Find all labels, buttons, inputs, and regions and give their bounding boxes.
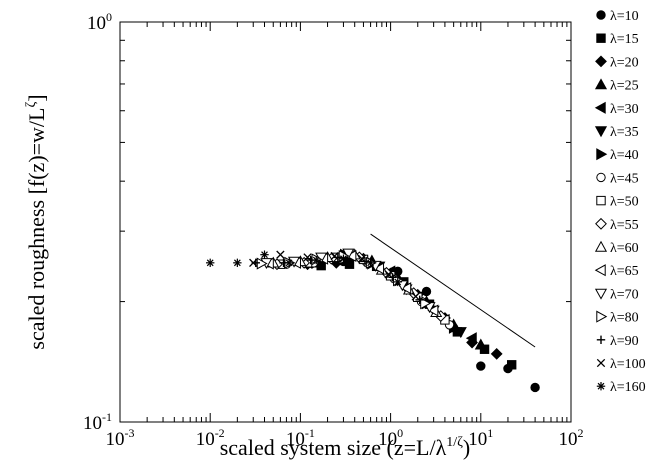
legend-item: λ=80: [596, 310, 639, 326]
legend-item: λ=60: [594, 240, 639, 256]
legend-label: λ=55: [610, 218, 639, 233]
legend-label: λ=10: [610, 9, 639, 24]
legend-item: λ=25: [594, 78, 639, 94]
axis-ticks: [119, 21, 572, 423]
legend-item: λ=20: [595, 55, 639, 70]
data-point-16: [233, 258, 242, 268]
legend-marker: [594, 126, 608, 138]
legend-label: λ=100: [610, 357, 646, 372]
legend-marker: [594, 288, 608, 300]
data-point-11: [427, 304, 439, 317]
y-tick-label: 100: [87, 10, 112, 34]
data-point-16: [339, 254, 348, 263]
x-tick-label: 10-3: [106, 426, 135, 450]
legend-label: λ=30: [610, 102, 639, 117]
data-point-16: [393, 277, 402, 287]
data-point-16: [260, 250, 269, 259]
y-axis-label: scaled roughness [f(z)=w/Lζ]: [24, 94, 49, 349]
legend-label: λ=90: [610, 334, 639, 349]
data-point-0: [530, 382, 540, 393]
legend-item: λ=50: [596, 195, 639, 210]
legend-item: λ=65: [594, 264, 639, 279]
data-point-15: [357, 254, 367, 263]
legend-marker: [594, 78, 608, 90]
data-point-15: [330, 251, 339, 261]
legend-item: λ=35: [594, 125, 639, 140]
legend-item: λ=30: [594, 101, 639, 117]
legend-label: λ=20: [610, 55, 639, 70]
legend-marker: [596, 10, 606, 20]
legend-label: λ=50: [610, 195, 639, 210]
data-point-15: [276, 250, 285, 259]
data-point-3: [474, 338, 487, 350]
legend-marker: [596, 358, 606, 368]
legend-item: λ=40: [596, 148, 639, 163]
legend-marker: [596, 310, 608, 323]
legend-item: λ=10: [596, 9, 639, 24]
legend-label: λ=80: [610, 311, 639, 326]
data-point-0: [476, 361, 486, 371]
data-points: [206, 248, 540, 393]
legend-label: λ=25: [610, 79, 639, 94]
plot-frame: [119, 21, 572, 423]
x-tick-label: 102: [559, 426, 584, 450]
legend-marker: [594, 264, 606, 277]
data-point-0: [421, 286, 432, 297]
legend-item: λ=90: [596, 334, 639, 349]
legend-item: λ=15: [596, 32, 639, 47]
legend-item: λ=160: [596, 380, 646, 395]
legend-label: λ=40: [610, 148, 639, 163]
data-point-15: [384, 270, 393, 279]
legend-item: λ=55: [595, 217, 639, 233]
legend-marker: [594, 240, 608, 252]
x-tick-label: 101: [468, 426, 493, 450]
data-point-15: [249, 258, 258, 267]
legend-item: λ=45: [596, 171, 639, 186]
legend-marker: [595, 55, 607, 68]
legend-label: λ=15: [610, 32, 639, 47]
data-point-16: [206, 258, 215, 268]
tick-labels: 10-3 10-2 10-1 100 101 102 10-1 100: [83, 10, 584, 450]
x-tick-label: 10-1: [286, 426, 315, 450]
data-point-5: [454, 327, 467, 339]
data-point-15: [411, 292, 420, 301]
data-point-4: [465, 332, 477, 345]
data-point-16: [312, 255, 321, 265]
legend-marker: [596, 195, 606, 206]
legend-item: λ=100: [596, 357, 646, 372]
legend-marker: [596, 148, 608, 161]
data-point-14: [388, 273, 397, 282]
legend-marker: [594, 101, 606, 114]
data-point-14: [333, 253, 343, 262]
x-tick-label: 100: [378, 426, 403, 450]
data-point-11: [373, 262, 385, 275]
data-point-1: [506, 360, 517, 370]
legend-item: λ=70: [594, 287, 639, 302]
legend-marker: [596, 335, 606, 344]
reference-line: [370, 233, 536, 348]
legend-marker: [596, 172, 606, 183]
data-point-11: [400, 282, 412, 295]
x-axis-label: scaled system size (z=L/λ1/ζ): [220, 435, 471, 460]
legend-label: λ=60: [610, 241, 639, 256]
y-tick-label: 10-1: [83, 410, 112, 434]
legend-marker: [596, 33, 606, 43]
data-point-16: [284, 258, 294, 268]
legend: λ=10 λ=15 λ=20 λ=25 λ=30 λ=35 λ=40 λ=45 λ=50 λ=55…: [594, 9, 646, 395]
legend-marker: [596, 382, 606, 391]
x-tick-label: 10-2: [196, 426, 225, 450]
data-point-2: [490, 347, 503, 360]
legend-marker: [595, 217, 607, 230]
data-point-16: [366, 258, 375, 268]
legend-label: λ=35: [610, 125, 639, 140]
legend-label: λ=160: [610, 380, 646, 395]
legend-label: λ=65: [610, 264, 639, 279]
data-point-15: [303, 253, 312, 262]
data-point-13: [420, 297, 432, 310]
legend-label: λ=45: [610, 171, 639, 186]
legend-label: λ=70: [610, 287, 639, 302]
